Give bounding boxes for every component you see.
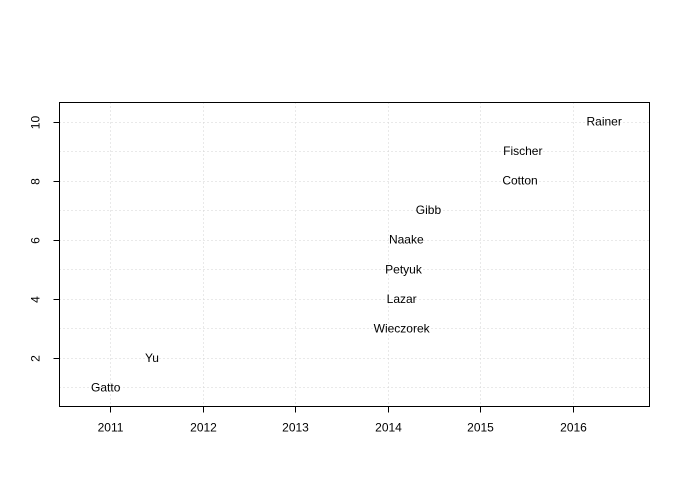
y-tick-label: 2 <box>29 355 43 362</box>
point-label: Lazar <box>387 292 417 306</box>
x-tick-label: 2015 <box>467 421 494 435</box>
point-label: Naake <box>389 233 424 247</box>
point-label: Wieczorek <box>374 321 431 335</box>
grid <box>59 102 650 407</box>
y-axis: 2 4 6 8 10 <box>29 116 60 362</box>
plot-frame <box>59 102 650 407</box>
point-label: Yu <box>145 351 159 365</box>
x-tick-label: 2013 <box>282 421 309 435</box>
y-tick-label: 4 <box>29 296 43 303</box>
point-label: Gatto <box>91 380 121 394</box>
y-tick-label: 8 <box>29 178 43 185</box>
x-tick-label: 2012 <box>190 421 217 435</box>
x-tick-label: 2016 <box>560 421 587 435</box>
point-label: Gibb <box>416 203 442 217</box>
point-label: Cotton <box>502 174 537 188</box>
x-axis: 2011 2012 2013 2014 2015 2016 <box>98 406 587 435</box>
point-label: Petyuk <box>385 262 423 276</box>
x-tick-label: 2011 <box>98 421 124 435</box>
y-tick-label: 6 <box>29 237 43 244</box>
y-tick-label: 10 <box>29 116 43 130</box>
point-label: Rainer <box>587 115 622 129</box>
x-tick-label: 2014 <box>375 421 402 435</box>
point-labels: Gatto Yu Wieczorek Lazar Petyuk Naake Gibb Cott… <box>91 115 622 395</box>
point-label: Fischer <box>503 144 542 158</box>
